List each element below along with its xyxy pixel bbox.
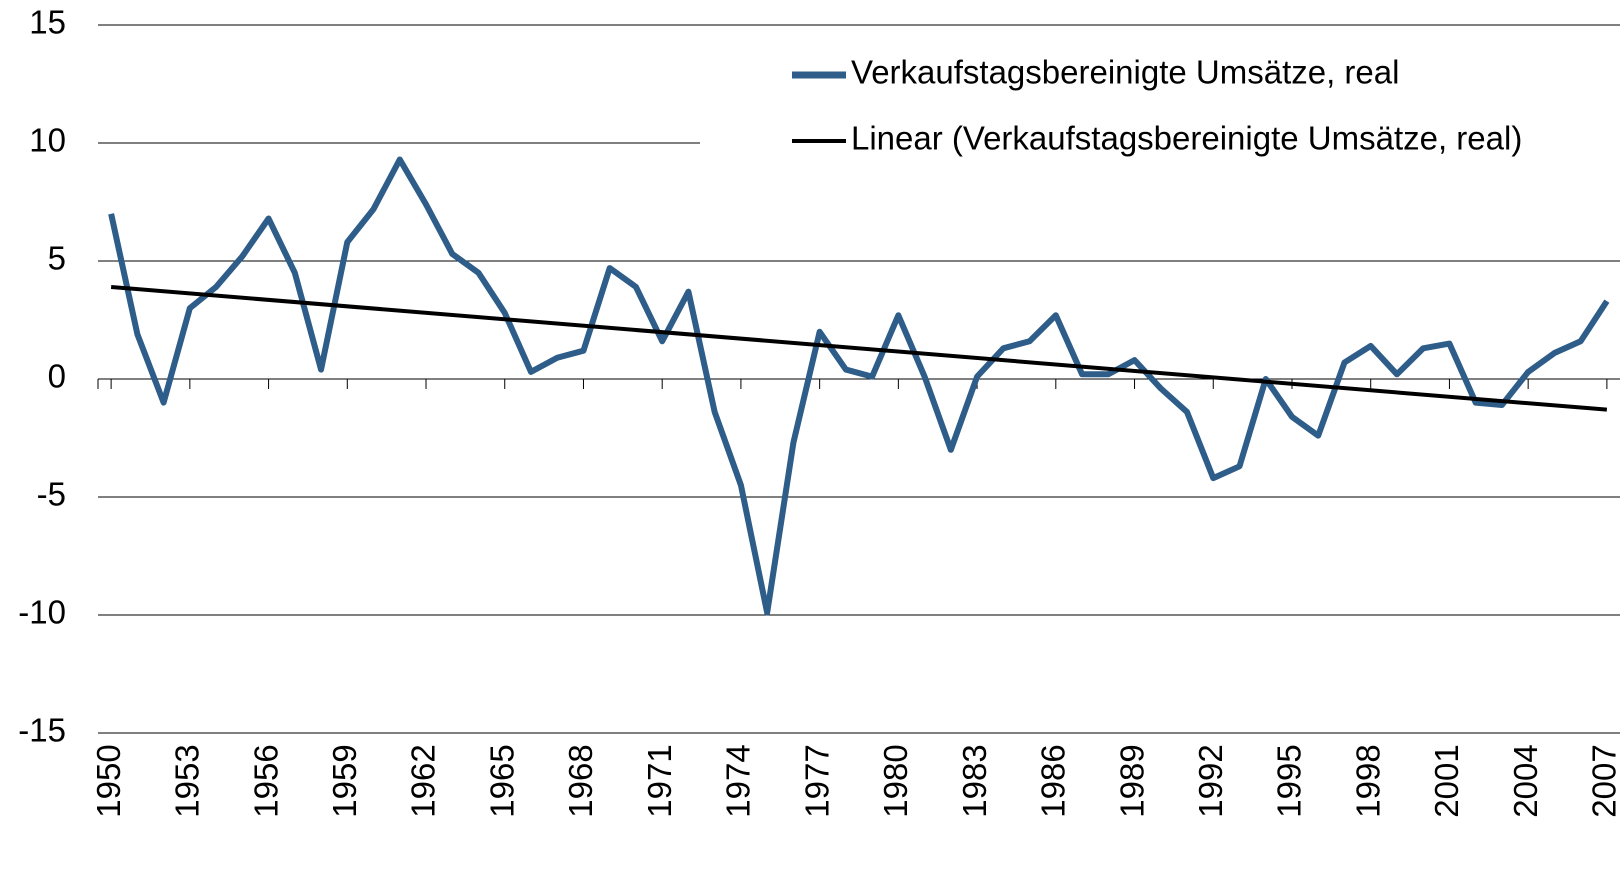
x-tick-label: 1974 [720,744,757,817]
x-tick-label: 1962 [405,744,442,817]
legend-label: Verkaufstagsbereinigte Umsätze, real [851,54,1399,91]
x-tick-label: 1965 [483,744,520,817]
x-tick-label: 1959 [326,744,363,817]
legend-box [700,40,1622,175]
y-tick-label: -15 [18,712,66,749]
x-tick-label: 1977 [798,744,835,817]
x-tick-label: 1950 [90,744,127,817]
y-tick-label: 15 [29,4,66,41]
x-tick-label: 1989 [1113,744,1150,817]
x-tick-label: 1971 [641,744,678,817]
y-tick-label: -5 [37,476,66,513]
x-tick-label: 1995 [1271,744,1308,817]
x-tick-label: 1980 [877,744,914,817]
legend-label: Linear (Verkaufstagsbereinigte Umsätze, … [851,120,1522,157]
y-tick-label: 5 [48,240,66,277]
x-tick-label: 2004 [1507,744,1544,817]
line-series [110,284,1608,412]
x-tick-label: 2007 [1586,744,1623,817]
y-tick-label: 0 [48,358,66,395]
x-tick-label: 1992 [1192,744,1229,817]
x-tick-label: 1953 [169,744,206,817]
x-tick-label: 1986 [1035,744,1072,817]
x-tick-label: 1956 [247,744,284,817]
y-tick-label: -10 [18,594,66,631]
x-tick-label: 1998 [1349,744,1386,817]
line-series [108,156,1610,616]
x-tick-label: 1968 [562,744,599,817]
x-tick-label: 2001 [1428,744,1465,817]
x-tick-label: 1983 [956,744,993,817]
y-tick-label: 10 [29,122,66,159]
